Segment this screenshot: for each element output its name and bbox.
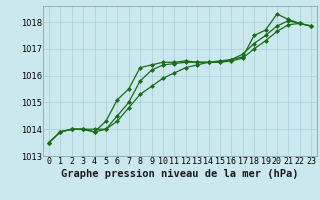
X-axis label: Graphe pression niveau de la mer (hPa): Graphe pression niveau de la mer (hPa) bbox=[61, 169, 299, 179]
